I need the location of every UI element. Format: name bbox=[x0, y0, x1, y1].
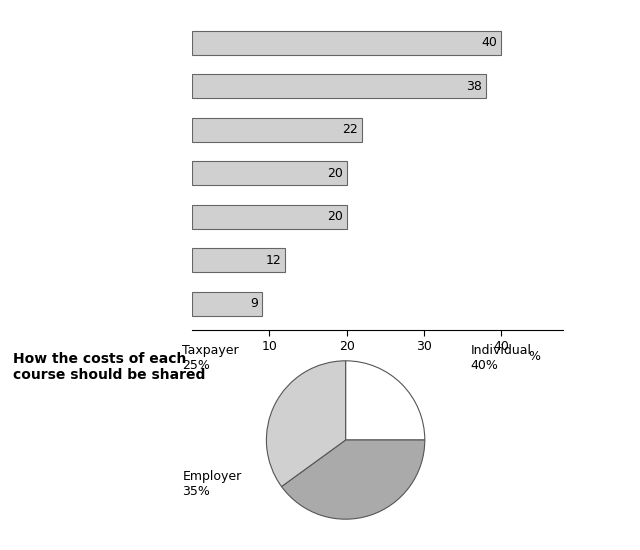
Text: How the costs of each
course should be shared: How the costs of each course should be s… bbox=[13, 352, 205, 382]
Text: 9: 9 bbox=[250, 298, 258, 310]
Text: 40: 40 bbox=[481, 36, 497, 49]
Bar bbox=[192, 161, 347, 185]
Wedge shape bbox=[266, 361, 346, 487]
Text: 12: 12 bbox=[265, 254, 281, 267]
Bar bbox=[192, 74, 486, 98]
Text: Employer
35%: Employer 35% bbox=[182, 470, 242, 498]
Text: 22: 22 bbox=[342, 123, 358, 136]
Bar bbox=[192, 292, 262, 316]
Bar bbox=[192, 205, 347, 229]
Bar bbox=[192, 248, 285, 272]
Text: 20: 20 bbox=[327, 167, 343, 180]
Bar bbox=[192, 31, 501, 54]
Wedge shape bbox=[346, 361, 425, 440]
Text: %: % bbox=[529, 349, 540, 362]
Text: 20: 20 bbox=[327, 210, 343, 223]
Bar bbox=[192, 118, 362, 142]
Text: Individual
40%: Individual 40% bbox=[470, 344, 531, 372]
Wedge shape bbox=[282, 440, 425, 519]
Text: 38: 38 bbox=[466, 80, 482, 93]
Text: Taxpayer
25%: Taxpayer 25% bbox=[182, 344, 239, 372]
